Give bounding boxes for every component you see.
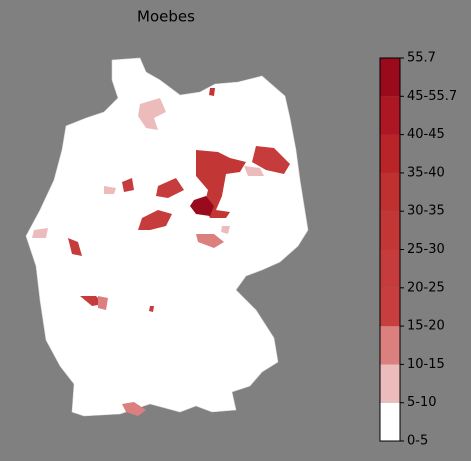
map-title: Moebes [137, 8, 195, 26]
country-outline [25, 57, 309, 417]
colorbar-label: 25-30 [407, 242, 445, 257]
region [156, 178, 184, 198]
colorbar-label: 0-5 [407, 434, 428, 449]
colorbar-label: 45-55.7 [407, 89, 457, 104]
region [190, 196, 214, 216]
region [68, 238, 82, 256]
region [252, 146, 290, 174]
colorbar-label: 20-25 [407, 280, 445, 295]
colorbar-segment [380, 364, 400, 403]
colorbar-segment [380, 402, 400, 441]
colorbar-label: 10-15 [407, 357, 445, 372]
colorbar-segment [380, 211, 400, 250]
colorbar-segment [380, 134, 400, 173]
colorbar-segment [380, 172, 400, 212]
region [98, 296, 108, 310]
region [149, 306, 154, 312]
colorbar-segment [380, 96, 400, 135]
region [138, 210, 172, 230]
colorbar-segment [380, 287, 400, 327]
colorbar-segment [380, 249, 400, 288]
region [209, 88, 215, 96]
colorbar-label: 15-20 [407, 319, 445, 334]
region [122, 178, 134, 192]
region [104, 186, 116, 194]
colorbar: 0-5 5-10 10-15 15-20 20-25 25-30 30-35 35-40 40-… [379, 51, 457, 449]
colorbar-label: 5-10 [407, 395, 437, 410]
colorbar-label: 40-45 [407, 127, 445, 142]
region [32, 228, 48, 238]
germany-map [25, 57, 309, 417]
colorbar-label: 30-35 [407, 204, 445, 219]
colorbar-segment [380, 58, 400, 97]
region [221, 226, 230, 234]
colorbar-label: 35-40 [407, 165, 445, 180]
region [122, 402, 146, 416]
region [196, 234, 224, 248]
region [244, 166, 264, 176]
colorbar-segment [380, 326, 400, 365]
colorbar-label: 55.7 [407, 51, 436, 66]
region [138, 98, 166, 130]
